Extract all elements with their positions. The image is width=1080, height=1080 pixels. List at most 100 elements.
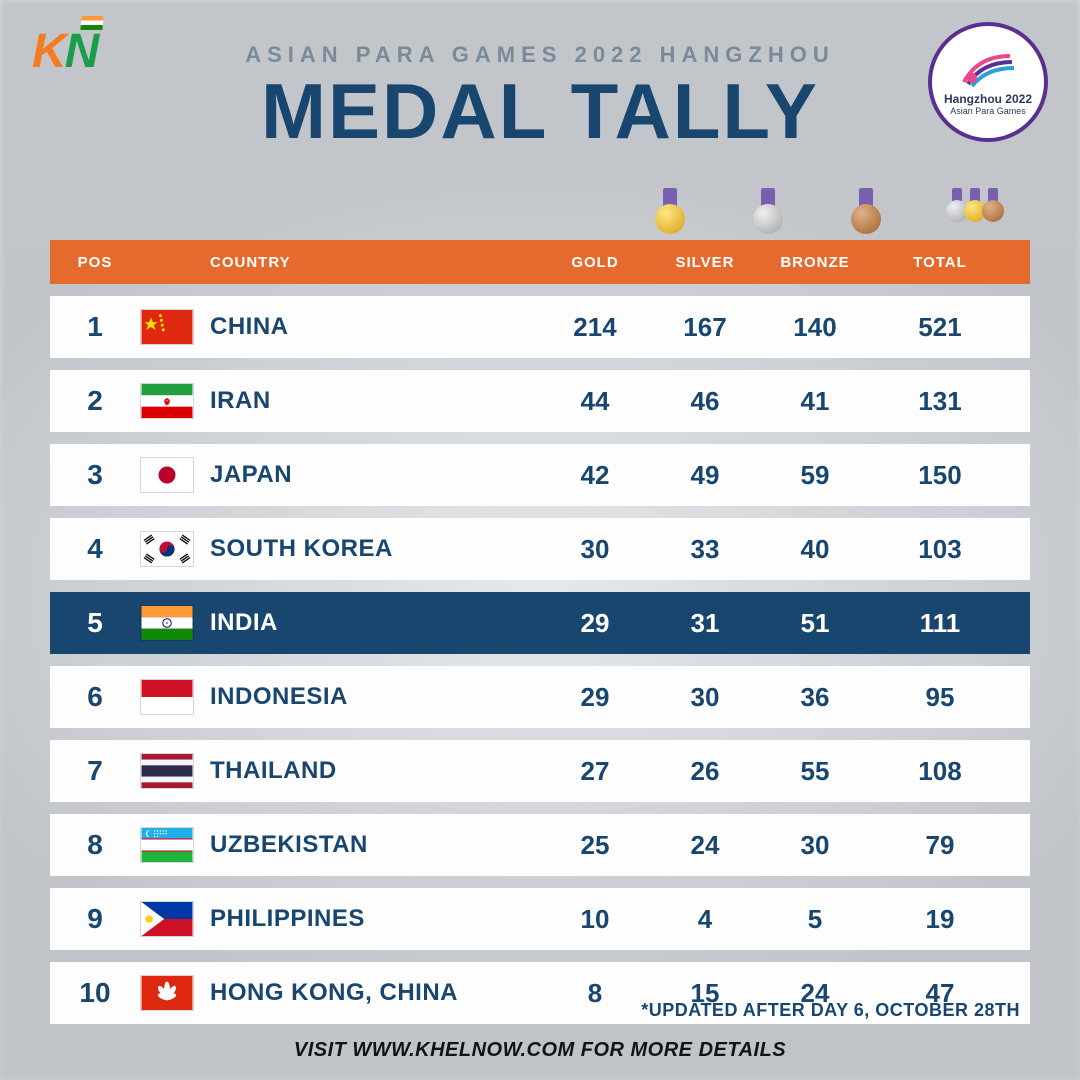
cell-bronze: 55 [760, 756, 870, 787]
cell-gold: 29 [540, 608, 650, 639]
cell-country: THAILAND [210, 757, 540, 785]
table-header: POS COUNTRY GOLD SILVER BRONZE TOTAL [50, 240, 1030, 284]
cell-bronze: 36 [760, 682, 870, 713]
table-row: 7THAILAND272655108 [50, 740, 1030, 802]
cell-country: SOUTH KOREA [210, 535, 540, 563]
cell-bronze: 41 [760, 386, 870, 417]
cell-gold: 29 [540, 682, 650, 713]
header: ASIAN PARA GAMES 2022 HANGZHOU MEDAL TAL… [0, 0, 1080, 148]
table-row: 3JAPAN424959150 [50, 444, 1030, 506]
flag-in-icon [140, 605, 194, 641]
cell-silver: 30 [650, 682, 760, 713]
cell-pos: 5 [50, 607, 140, 639]
cell-bronze: 40 [760, 534, 870, 565]
cell-silver: 26 [650, 756, 760, 787]
cell-gold: 25 [540, 830, 650, 861]
update-note: *UPDATED AFTER DAY 6, OCTOBER 28TH [641, 1000, 1020, 1021]
bronze-medal-icon [850, 188, 882, 232]
cell-flag [140, 531, 210, 567]
table-body: 1CHINA2141671405212☬IRAN4446411313JAPAN4… [50, 296, 1030, 1024]
cell-gold: 8 [540, 978, 650, 1009]
cell-gold: 30 [540, 534, 650, 565]
cell-gold: 27 [540, 756, 650, 787]
cell-flag [140, 901, 210, 937]
cell-total: 79 [870, 830, 1010, 861]
event-logo-line2: Asian Para Games [950, 106, 1026, 116]
flag-hk-icon [140, 975, 194, 1011]
cell-country: PHILIPPINES [210, 905, 540, 933]
cell-bronze: 30 [760, 830, 870, 861]
cell-pos: 9 [50, 903, 140, 935]
cell-total: 131 [870, 386, 1010, 417]
cell-flag [140, 605, 210, 641]
table-row: 8 UZBEKISTAN25243079 [50, 814, 1030, 876]
cell-pos: 6 [50, 681, 140, 713]
cell-flag [140, 457, 210, 493]
cell-flag [140, 679, 210, 715]
cell-flag: ☬ [140, 383, 210, 419]
cell-silver: 46 [650, 386, 760, 417]
title: MEDAL TALLY [0, 74, 1080, 148]
cell-silver: 31 [650, 608, 760, 639]
cell-total: 103 [870, 534, 1010, 565]
total-medal-icon [948, 188, 1002, 232]
cell-gold: 42 [540, 460, 650, 491]
cell-silver: 33 [650, 534, 760, 565]
table-row: 1CHINA214167140521 [50, 296, 1030, 358]
cell-total: 111 [870, 608, 1010, 639]
svg-text:☬: ☬ [164, 397, 171, 408]
th-gold: GOLD [540, 254, 650, 271]
flag-kr-icon [140, 531, 194, 567]
gold-medal-icon [654, 188, 686, 232]
flag-ir-icon: ☬ [140, 383, 194, 419]
subtitle: ASIAN PARA GAMES 2022 HANGZHOU [0, 42, 1080, 68]
cell-silver: 24 [650, 830, 760, 861]
cell-country: HONG KONG, CHINA [210, 979, 540, 1007]
cell-pos: 7 [50, 755, 140, 787]
cell-total: 19 [870, 904, 1010, 935]
table-row: 5 INDIA293151111 [50, 592, 1030, 654]
cell-pos: 10 [50, 977, 140, 1009]
kn-logo: KN [32, 24, 97, 79]
cell-silver: 4 [650, 904, 760, 935]
cell-pos: 2 [50, 385, 140, 417]
th-total: TOTAL [870, 254, 1010, 271]
table-row: 9PHILIPPINES104519 [50, 888, 1030, 950]
table-row: 6INDONESIA29303695 [50, 666, 1030, 728]
cell-bronze: 5 [760, 904, 870, 935]
cell-flag [140, 753, 210, 789]
cell-flag [140, 975, 210, 1011]
cell-pos: 8 [50, 829, 140, 861]
flag-jp-icon [140, 457, 194, 493]
cell-bronze: 51 [760, 608, 870, 639]
cell-pos: 4 [50, 533, 140, 565]
cell-silver: 49 [650, 460, 760, 491]
flag-ph-icon [140, 901, 194, 937]
flag-cn-icon [140, 309, 194, 345]
medal-table: POS COUNTRY GOLD SILVER BRONZE TOTAL 1 CH… [50, 240, 1030, 1024]
cell-total: 521 [870, 312, 1010, 343]
cell-country: CHINA [210, 313, 540, 341]
logo-k: K [32, 25, 65, 78]
cell-pos: 1 [50, 311, 140, 343]
cell-country: INDONESIA [210, 683, 540, 711]
cell-silver: 167 [650, 312, 760, 343]
cell-country: INDIA [210, 609, 540, 637]
th-country: COUNTRY [210, 254, 540, 271]
logo-flag-icon [81, 16, 104, 30]
silver-medal-icon [752, 188, 784, 232]
table-row: 2☬IRAN444641131 [50, 370, 1030, 432]
event-logo-line1: Hangzhou 2022 [944, 92, 1032, 106]
cell-bronze: 59 [760, 460, 870, 491]
th-silver: SILVER [650, 254, 760, 271]
cell-country: UZBEKISTAN [210, 831, 540, 859]
content-wrap: KN Hangzhou 2022 Asian Para Games ASIAN … [0, 0, 1080, 1080]
cell-country: IRAN [210, 387, 540, 415]
th-pos: POS [50, 254, 140, 271]
footer-text: VISIT WWW.KHELNOW.COM FOR MORE DETAILS [0, 1039, 1080, 1062]
cell-flag [140, 309, 210, 345]
flag-id-icon [140, 679, 194, 715]
event-logo: Hangzhou 2022 Asian Para Games [928, 22, 1048, 142]
event-logo-icon [958, 48, 1018, 90]
cell-country: JAPAN [210, 461, 540, 489]
